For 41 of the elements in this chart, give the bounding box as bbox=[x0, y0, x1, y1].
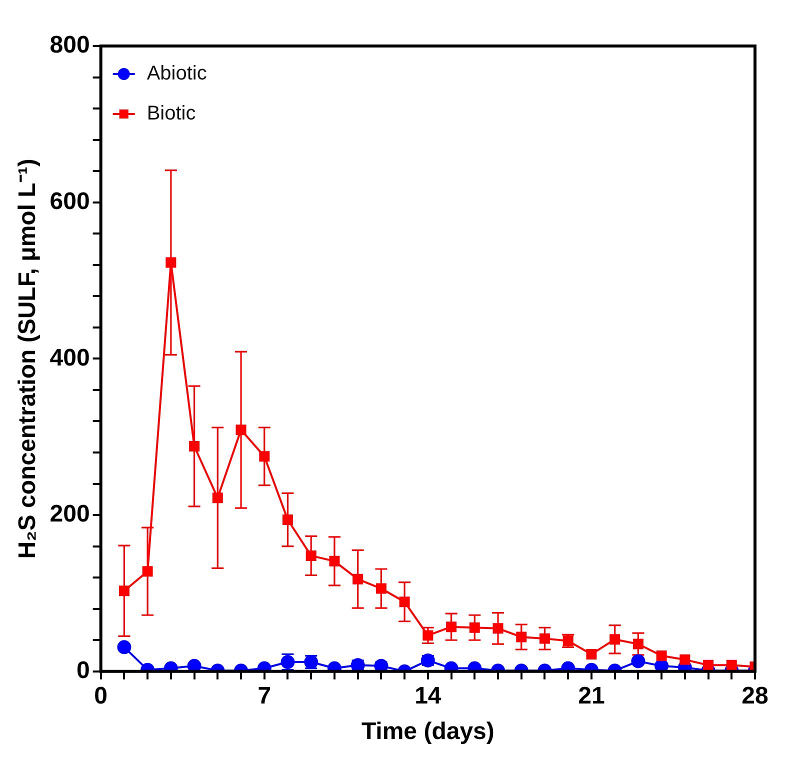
point bbox=[352, 574, 364, 584]
point bbox=[631, 654, 646, 668]
point bbox=[376, 583, 386, 594]
legend-label: Abiotic bbox=[146, 62, 207, 85]
x-tick-label: 28 bbox=[742, 682, 768, 710]
y-tick-label: 800 bbox=[50, 32, 90, 59]
y-tick-label: 600 bbox=[50, 188, 90, 215]
point bbox=[656, 650, 667, 662]
point bbox=[142, 566, 153, 577]
legend-label: Biotic bbox=[146, 102, 196, 125]
point bbox=[399, 596, 410, 608]
point bbox=[187, 658, 202, 672]
y-tick-label: 200 bbox=[50, 500, 90, 528]
point bbox=[282, 514, 293, 525]
point bbox=[166, 257, 176, 268]
point bbox=[329, 556, 340, 566]
x-tick-label: 0 bbox=[94, 682, 108, 710]
y-tick-label: 0 bbox=[76, 657, 90, 684]
x-axis-title: Time (days) bbox=[361, 718, 494, 746]
point bbox=[446, 622, 457, 632]
point bbox=[306, 550, 316, 561]
point bbox=[117, 640, 132, 654]
point bbox=[118, 586, 130, 596]
point bbox=[680, 654, 690, 665]
y-tick-label: 400 bbox=[50, 344, 90, 372]
x-tick-label: 21 bbox=[578, 682, 605, 710]
point bbox=[469, 622, 480, 633]
x-tick-label: 14 bbox=[414, 682, 442, 710]
y-axis-title: H₂S concentration (SULF, μmol L⁻¹) bbox=[14, 158, 42, 559]
point bbox=[586, 648, 597, 660]
point bbox=[189, 441, 200, 452]
point bbox=[492, 623, 504, 634]
x-tick-label: 7 bbox=[258, 682, 272, 710]
point bbox=[539, 633, 550, 644]
point bbox=[212, 492, 223, 504]
point bbox=[610, 634, 620, 645]
point bbox=[236, 424, 246, 436]
point bbox=[632, 638, 644, 650]
point bbox=[259, 451, 270, 462]
point bbox=[374, 658, 388, 672]
point bbox=[516, 632, 527, 642]
